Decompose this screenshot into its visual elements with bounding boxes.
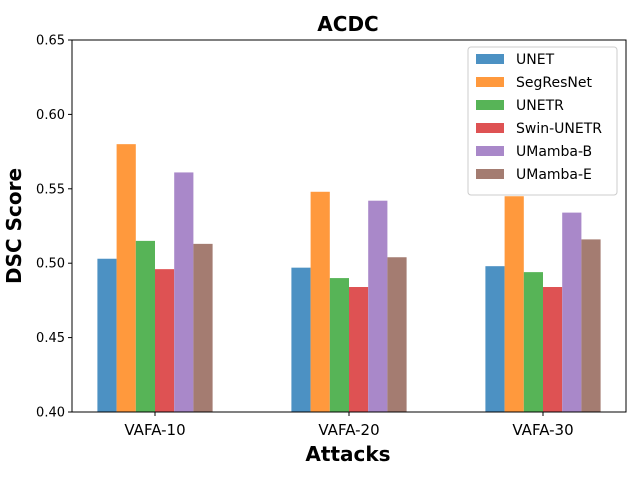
bar-umamba-e-vafa-20 bbox=[387, 257, 407, 412]
y-tick-label: 0.65 bbox=[36, 34, 65, 49]
chart-title: ACDC bbox=[317, 12, 378, 36]
bar-umamba-b-vafa-30 bbox=[562, 212, 582, 412]
bar-swin-unetr-vafa-30 bbox=[543, 287, 563, 412]
bar-unet-vafa-30 bbox=[485, 266, 505, 412]
bar-segresnet-vafa-20 bbox=[310, 191, 330, 412]
y-axis-label: DSC Score bbox=[2, 168, 26, 284]
y-axis: 0.40 0.45 0.50 0.55 0.60 0.65 bbox=[36, 34, 72, 421]
bar-unetr-vafa-10 bbox=[135, 240, 155, 412]
x-tick-label: VAFA-20 bbox=[318, 421, 379, 439]
bar-segresnet-vafa-10 bbox=[116, 144, 136, 412]
y-tick-label: 0.40 bbox=[36, 406, 65, 421]
legend-swatch bbox=[476, 100, 504, 110]
y-tick-label: 0.50 bbox=[36, 257, 65, 272]
y-tick-label: 0.45 bbox=[36, 331, 65, 346]
bar-unetr-vafa-30 bbox=[523, 272, 543, 412]
legend-label: SegResNet bbox=[516, 75, 592, 91]
legend-label: Swin-UNETR bbox=[516, 121, 602, 137]
y-tick-label: 0.55 bbox=[36, 182, 65, 197]
legend-swatch bbox=[476, 54, 504, 64]
x-axis: VAFA-10 VAFA-20 VAFA-30 bbox=[124, 412, 574, 439]
x-tick-label: VAFA-30 bbox=[512, 421, 573, 439]
legend-swatch bbox=[476, 123, 504, 133]
bar-umamba-b-vafa-10 bbox=[174, 172, 194, 412]
legend-label: UNET bbox=[516, 52, 555, 68]
legend-label: UMamba-E bbox=[516, 167, 592, 183]
bars-group bbox=[97, 144, 601, 412]
x-tick-label: VAFA-10 bbox=[124, 421, 185, 439]
legend-swatch bbox=[476, 169, 504, 179]
y-tick-label: 0.60 bbox=[36, 108, 65, 123]
bar-unet-vafa-20 bbox=[291, 267, 311, 412]
legend-swatch bbox=[476, 146, 504, 156]
bar-umamba-e-vafa-30 bbox=[581, 239, 601, 412]
x-axis-label: Attacks bbox=[305, 442, 390, 466]
legend: UNET SegResNet UNETR Swin-UNETR UMamba-B UMam… bbox=[467, 46, 618, 196]
bar-segresnet-vafa-30 bbox=[504, 196, 524, 412]
bar-umamba-e-vafa-10 bbox=[193, 243, 213, 412]
legend-label: UNETR bbox=[516, 98, 564, 114]
legend-box bbox=[467, 46, 618, 196]
bar-unet-vafa-10 bbox=[97, 258, 117, 412]
bar-umamba-b-vafa-20 bbox=[368, 200, 388, 412]
legend-swatch bbox=[476, 77, 504, 87]
bar-swin-unetr-vafa-20 bbox=[349, 287, 369, 412]
bar-swin-unetr-vafa-10 bbox=[155, 269, 175, 412]
legend-label: UMamba-B bbox=[516, 144, 592, 160]
bar-unetr-vafa-20 bbox=[329, 278, 349, 412]
